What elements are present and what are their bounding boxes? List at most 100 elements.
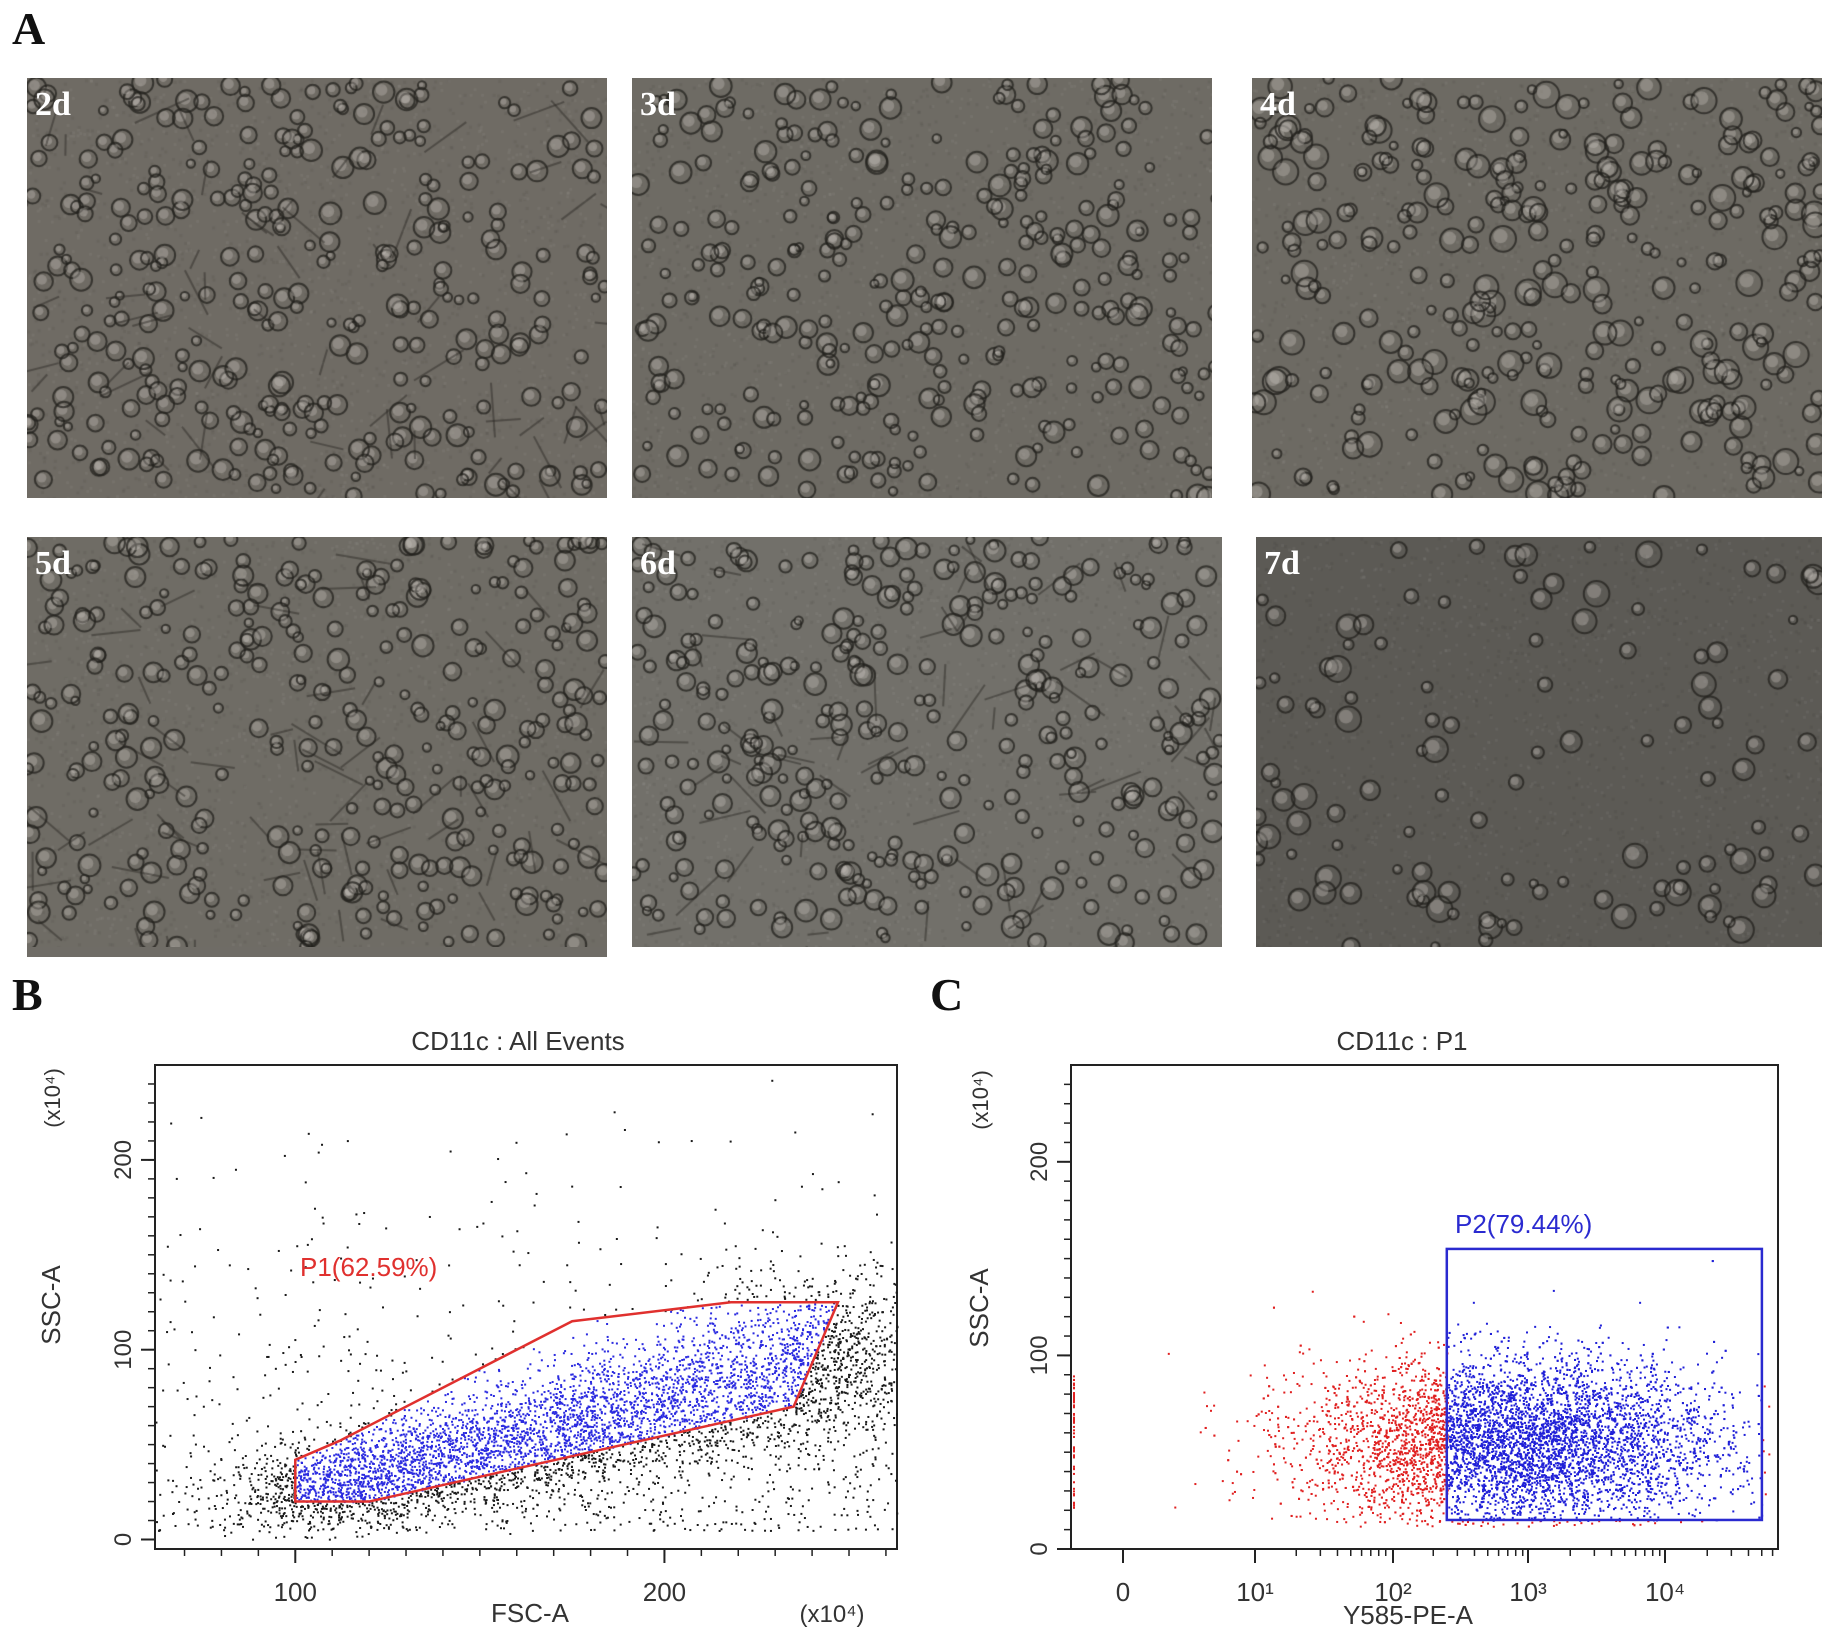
data-point (772, 1321, 775, 1324)
data-point (303, 1473, 306, 1476)
data-point (585, 1367, 588, 1370)
data-point (358, 1505, 361, 1508)
data-point (736, 1297, 739, 1300)
data-point (772, 1231, 775, 1234)
data-point (480, 1456, 483, 1459)
data-point (676, 1370, 679, 1373)
data-point (335, 1507, 338, 1510)
data-point (612, 1396, 615, 1399)
data-point (818, 1294, 821, 1297)
data-point (595, 1430, 598, 1433)
data-point (769, 1385, 772, 1388)
data-point (868, 1300, 871, 1303)
data-point (314, 1481, 317, 1484)
data-point (821, 1382, 824, 1385)
data-point (518, 1449, 521, 1452)
data-point (493, 1412, 496, 1415)
data-point (698, 1404, 701, 1407)
data-point (498, 1489, 501, 1492)
data-point (639, 1373, 642, 1376)
data-point (773, 1422, 776, 1425)
data-point (333, 1473, 336, 1476)
data-point (280, 1526, 283, 1529)
data-point (400, 1471, 403, 1474)
data-point (297, 1485, 300, 1488)
data-point (695, 1375, 698, 1378)
data-point (509, 1415, 512, 1418)
data-point (451, 1397, 454, 1400)
data-point (784, 1392, 787, 1395)
data-point (598, 1437, 601, 1440)
data-point (558, 1398, 561, 1401)
data-point (622, 1409, 625, 1412)
data-point (697, 1350, 700, 1353)
data-point (597, 1494, 600, 1497)
data-point (261, 1444, 264, 1447)
data-point (447, 1473, 450, 1476)
data-point (786, 1345, 789, 1348)
data-point (387, 1479, 390, 1482)
data-point (513, 1442, 516, 1445)
data-point (361, 1441, 364, 1444)
data-point (793, 1371, 796, 1374)
data-point (442, 1453, 445, 1456)
data-point (447, 1456, 450, 1459)
data-point (602, 1438, 605, 1441)
data-point (661, 1356, 664, 1359)
data-point (478, 1453, 481, 1456)
data-point (581, 1441, 584, 1444)
data-point (875, 1266, 878, 1269)
data-point (750, 1374, 753, 1377)
data-point (585, 1429, 588, 1432)
data-point (824, 1411, 827, 1414)
data-point (340, 1449, 343, 1452)
data-point (676, 1404, 679, 1407)
data-point (872, 1284, 875, 1287)
data-point (389, 1481, 392, 1484)
data-point (250, 1502, 253, 1505)
data-point (512, 1436, 515, 1439)
data-point (845, 1309, 848, 1312)
data-point (550, 1452, 553, 1455)
data-point (486, 1463, 489, 1466)
data-point (424, 1495, 427, 1498)
data-point (612, 1382, 615, 1385)
micrograph-image (27, 537, 607, 947)
data-point (730, 1331, 733, 1334)
data-point (280, 1441, 283, 1444)
data-point (587, 1387, 590, 1390)
data-point (704, 1388, 707, 1391)
data-point (375, 1425, 378, 1428)
data-point (307, 1493, 310, 1496)
data-point (516, 1414, 519, 1417)
data-point (493, 1441, 496, 1444)
data-point (794, 1358, 797, 1361)
data-point (750, 1269, 753, 1272)
data-point (833, 1282, 836, 1285)
data-point (679, 1454, 682, 1457)
data-point (571, 1461, 574, 1464)
data-point (509, 1463, 512, 1466)
data-point (802, 1284, 805, 1287)
data-point (692, 1377, 695, 1380)
data-point (658, 1418, 661, 1421)
data-point (322, 1483, 325, 1486)
data-point (600, 1419, 603, 1422)
data-point (427, 1504, 430, 1507)
data-point (415, 1472, 418, 1475)
data-point (544, 1458, 547, 1461)
data-point (869, 1354, 872, 1357)
data-point (818, 1402, 821, 1405)
data-point (838, 1392, 841, 1395)
data-point (470, 1492, 473, 1495)
data-point (256, 1496, 259, 1499)
data-point (400, 1418, 403, 1421)
data-point (494, 1487, 497, 1490)
data-point (409, 1494, 412, 1497)
data-point (654, 1382, 657, 1385)
data-point (493, 1496, 496, 1499)
data-point (874, 1302, 877, 1305)
data-point (829, 1402, 832, 1405)
data-point (563, 1498, 566, 1501)
data-point (705, 1378, 708, 1381)
